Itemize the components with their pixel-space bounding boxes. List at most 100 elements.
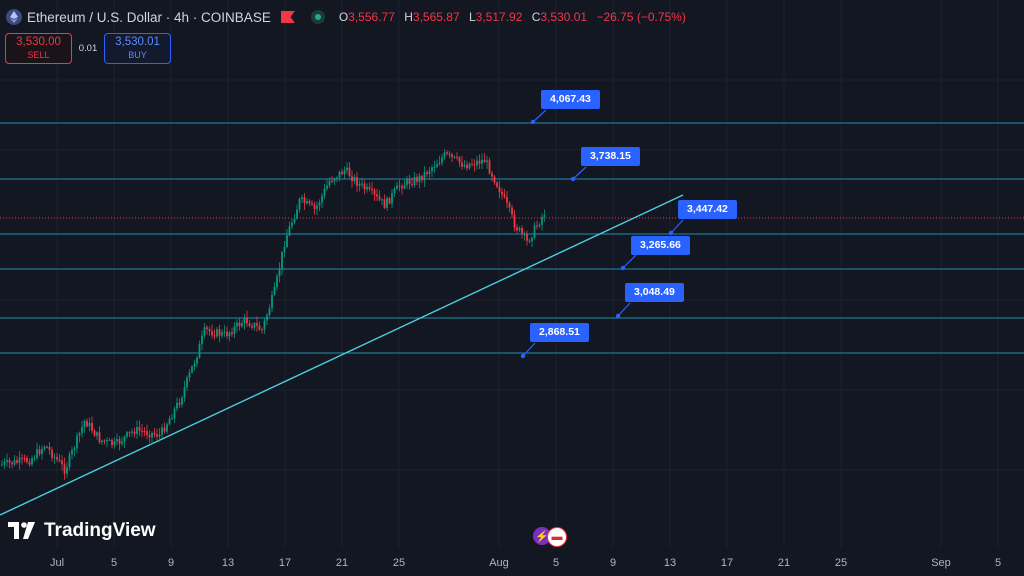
tradingview-logo[interactable]: TradingView <box>8 520 156 542</box>
candle-body <box>331 180 333 182</box>
candle-body <box>161 427 163 435</box>
candle-body <box>491 173 493 177</box>
candle-body <box>328 180 331 186</box>
us-flag-event-icon[interactable]: ▬ <box>547 527 567 547</box>
candle-body <box>506 196 508 204</box>
time-tick: Jul <box>49 557 65 569</box>
ethereum-icon <box>6 9 22 25</box>
candle-body <box>291 222 293 227</box>
candle-body <box>101 440 103 443</box>
event-markers[interactable]: ⚡ ▬ <box>533 527 567 547</box>
candle-body <box>3 461 6 465</box>
candle-body <box>26 458 28 463</box>
price-label-4[interactable]: 3,265.66 <box>631 236 690 255</box>
candle-body <box>31 458 33 465</box>
price-label-6[interactable]: 2,868.51 <box>530 323 589 342</box>
candle-body <box>371 188 373 191</box>
symbol-title[interactable]: Ethereum / U.S. Dollar · 4h · COINBASE <box>27 9 271 25</box>
candle-body <box>46 446 48 448</box>
candle-body <box>91 422 93 431</box>
candle-body <box>326 185 328 189</box>
candle-body <box>288 226 291 236</box>
candle-body <box>541 216 543 225</box>
candle-body <box>71 449 73 455</box>
candle-body <box>513 214 516 228</box>
candle-body <box>468 163 471 169</box>
candle-body <box>366 186 368 190</box>
candle-body <box>383 199 386 208</box>
symbol-header[interactable]: Ethereum / U.S. Dollar · 4h · COINBASE O… <box>6 7 692 27</box>
time-tick: 9 <box>167 557 175 569</box>
candle-body <box>381 199 383 201</box>
candle-body <box>143 431 146 433</box>
high-value: 3,565.87 <box>412 10 460 24</box>
candle-body <box>423 172 426 181</box>
candle-body <box>51 449 53 458</box>
candle-body <box>273 287 276 295</box>
flag-icon[interactable] <box>280 11 295 23</box>
time-tick: Sep <box>931 557 951 569</box>
candle-body <box>191 366 193 373</box>
open-value: 3,556.77 <box>348 10 395 24</box>
price-chart[interactable] <box>0 0 1024 548</box>
level-lines[interactable] <box>0 122 1024 354</box>
price-label-2[interactable]: 3,738.15 <box>581 147 640 166</box>
sell-price: 3,530.00 <box>16 35 61 48</box>
candle-body <box>356 177 358 186</box>
candle-body <box>518 227 521 231</box>
time-tick: 13 <box>221 557 235 569</box>
candle-body <box>398 185 401 187</box>
chart-area[interactable] <box>0 0 1024 548</box>
candle-body <box>351 176 353 182</box>
candle-body <box>88 422 91 427</box>
grid-lines <box>0 0 1024 548</box>
lightning-event-icon[interactable]: ⚡ <box>533 527 551 545</box>
candle-body <box>98 432 101 443</box>
candle-body <box>93 430 96 436</box>
candle-body <box>503 194 506 197</box>
candle-body <box>361 183 363 185</box>
ohlc-values: O3,556.77 H3,565.87 L3,517.92 C3,530.01 … <box>338 10 686 24</box>
sell-button[interactable]: 3,530.00 SELL <box>5 33 72 64</box>
candle-body <box>53 456 56 458</box>
time-tick: 17 <box>278 557 292 569</box>
candle-body <box>391 193 393 204</box>
candle-body <box>86 420 88 427</box>
candle-body <box>341 171 343 175</box>
candle-body <box>138 426 141 431</box>
candle-body <box>206 327 208 330</box>
time-axis[interactable]: Jul 5 9 13 17 21 25 Aug 5 9 13 17 21 25 … <box>0 548 1024 576</box>
candle-body <box>531 237 533 242</box>
candle-body <box>416 177 418 182</box>
time-tick: 21 <box>777 557 791 569</box>
candle-body <box>493 176 496 183</box>
candle-body <box>231 332 233 334</box>
spread-value: 0.01 <box>78 43 98 54</box>
price-label-1[interactable]: 4,067.43 <box>541 90 600 109</box>
candle-body <box>183 387 186 398</box>
candle-body <box>463 164 466 167</box>
candle-body <box>343 170 346 175</box>
price-label-5[interactable]: 3,048.49 <box>625 283 684 302</box>
candle-body <box>181 397 183 405</box>
candle-body <box>23 457 26 459</box>
candle-body <box>363 183 366 190</box>
candle-body <box>388 197 391 204</box>
candle-body <box>458 157 461 163</box>
candle-body <box>186 377 188 388</box>
candle-body <box>6 460 8 462</box>
candle-body <box>376 194 378 197</box>
trend-line[interactable] <box>0 194 684 516</box>
candle-body <box>18 457 21 463</box>
candle-body <box>236 322 238 327</box>
candle-body <box>41 448 43 454</box>
buy-button[interactable]: 3,530.01 BUY <box>104 33 171 64</box>
market-status-icon[interactable] <box>310 10 325 24</box>
price-label-3[interactable]: 3,447.42 <box>678 200 737 219</box>
candle-body <box>368 186 371 189</box>
buy-price: 3,530.01 <box>115 35 160 48</box>
candle-body <box>303 197 306 204</box>
time-tick: 21 <box>335 557 349 569</box>
time-tick: 17 <box>720 557 734 569</box>
candle-body <box>411 184 413 186</box>
